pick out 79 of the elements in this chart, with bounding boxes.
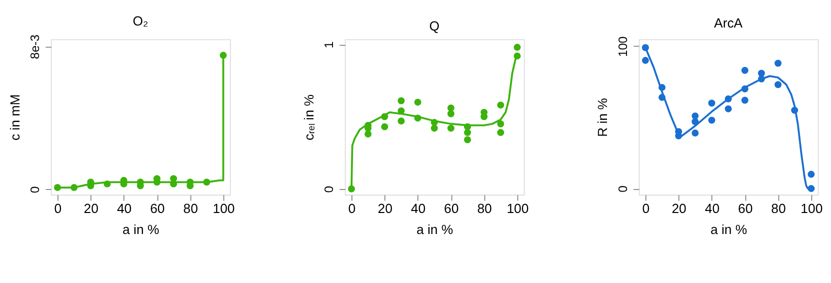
point xyxy=(692,130,699,137)
point xyxy=(658,84,666,91)
x-tick-label: 0 xyxy=(54,201,62,216)
y-axis-title: cᵣₑₗ in % xyxy=(301,94,316,140)
point xyxy=(348,185,355,192)
point xyxy=(497,102,504,109)
point xyxy=(398,107,405,114)
point xyxy=(758,75,765,82)
point xyxy=(692,112,699,120)
point xyxy=(708,116,716,124)
point xyxy=(464,129,471,136)
x-tick-label: 80 xyxy=(771,201,786,216)
point xyxy=(708,100,716,107)
point xyxy=(464,136,471,144)
point xyxy=(497,120,504,128)
chart-title: O₂ xyxy=(132,14,148,29)
x-axis-title: a in % xyxy=(710,222,748,237)
y-tick-label: 8e-3 xyxy=(28,34,42,60)
x-tick-label: 0 xyxy=(642,201,650,216)
y-axis-title: c in mM xyxy=(7,94,22,140)
point xyxy=(497,129,504,136)
point xyxy=(414,98,422,106)
point xyxy=(808,185,815,192)
point xyxy=(447,110,454,118)
point xyxy=(381,123,388,130)
point xyxy=(398,97,405,104)
point xyxy=(381,113,388,120)
point xyxy=(514,52,521,60)
x-tick-label: 100 xyxy=(506,201,529,216)
point xyxy=(658,94,666,101)
y-axis-title: R in % xyxy=(595,98,610,137)
point xyxy=(741,85,748,92)
point xyxy=(758,70,765,77)
point xyxy=(642,44,649,52)
point xyxy=(104,180,111,188)
x-tick-label: 100 xyxy=(800,201,823,216)
point xyxy=(741,96,748,104)
point xyxy=(808,170,815,178)
point xyxy=(430,124,438,132)
x-tick-label: 60 xyxy=(738,201,753,216)
x-tick-label: 40 xyxy=(704,201,720,216)
x-tick-label: 40 xyxy=(410,201,426,216)
x-tick-label: 40 xyxy=(116,201,132,216)
point xyxy=(447,104,454,112)
x-tick-label: 60 xyxy=(444,201,459,216)
point xyxy=(170,180,178,188)
point xyxy=(203,178,210,186)
x-tick-label: 80 xyxy=(183,201,198,216)
point xyxy=(741,66,748,74)
x-tick-label: 20 xyxy=(84,201,98,216)
point xyxy=(220,52,227,59)
point xyxy=(447,124,454,132)
point xyxy=(774,60,782,67)
point xyxy=(430,118,438,126)
x-tick-label: 0 xyxy=(348,201,356,216)
x-tick-label: 60 xyxy=(150,201,165,216)
point xyxy=(642,56,649,64)
point xyxy=(464,123,471,130)
chart-title: Q xyxy=(429,18,440,34)
point xyxy=(70,184,78,191)
point xyxy=(364,130,372,138)
point xyxy=(791,106,798,114)
point xyxy=(724,95,732,102)
point xyxy=(398,117,405,124)
chart-title: ArcA xyxy=(714,15,743,30)
x-tick-label: 100 xyxy=(212,201,235,216)
point xyxy=(724,105,732,112)
point xyxy=(692,118,699,126)
point xyxy=(480,113,488,120)
point xyxy=(774,81,782,88)
x-tick-label: 80 xyxy=(477,201,492,216)
point xyxy=(414,114,422,122)
point xyxy=(54,184,61,191)
point xyxy=(514,44,521,51)
x-tick-label: 20 xyxy=(672,201,686,216)
y-tick-label: 1 xyxy=(322,41,336,48)
x-axis-title: a in % xyxy=(122,222,160,237)
x-axis-title: a in % xyxy=(416,222,454,237)
x-tick-label: 20 xyxy=(378,201,392,216)
